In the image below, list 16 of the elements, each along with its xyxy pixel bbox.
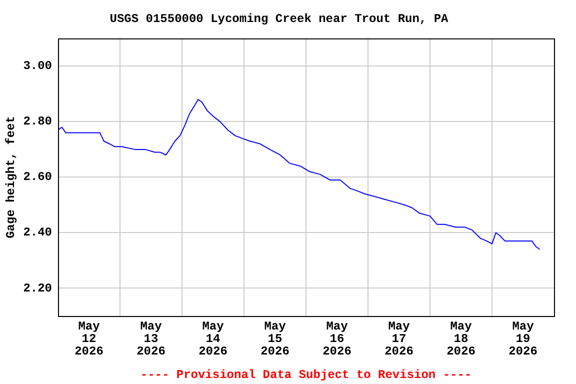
y-tick-label: 2.80 bbox=[23, 114, 52, 129]
y-tick-label: 2.20 bbox=[23, 281, 52, 296]
y-tick-label: 2.40 bbox=[23, 226, 52, 240]
x-tick-label: May 18 2026 bbox=[446, 319, 476, 359]
y-tick-label: 2.60 bbox=[23, 170, 52, 184]
chart-title: USGS 01550000 Lycoming Creek near Trout Run, PA bbox=[110, 12, 450, 26]
y-tick-label: 3.00 bbox=[23, 59, 52, 74]
x-tick-label: May 17 2026 bbox=[384, 319, 414, 359]
y-axis-title: Gage height, feet bbox=[4, 116, 18, 238]
x-tick-label: May 15 2026 bbox=[260, 319, 290, 359]
x-tick-label: May 19 2026 bbox=[508, 319, 538, 359]
x-tick-label: May 12 2026 bbox=[74, 319, 104, 359]
text: ---- Provisional Data Subject to Revision ---- bbox=[140, 368, 472, 382]
x-tick-label: May 16 2026 bbox=[322, 319, 352, 359]
x-tick-label: May 14 2026 bbox=[198, 319, 228, 359]
x-tick-label: May 13 2026 bbox=[136, 319, 166, 359]
